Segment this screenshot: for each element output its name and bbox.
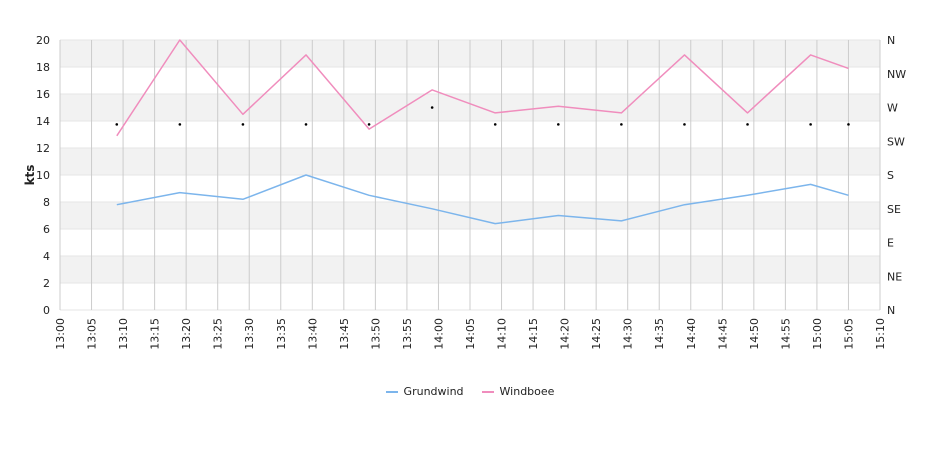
y-tick-label: 10 (36, 169, 50, 182)
y-axis-title: kts (23, 165, 37, 186)
direction-tick-label: NW (887, 68, 906, 81)
direction-point (304, 123, 308, 126)
y-tick-label: 12 (36, 142, 50, 155)
direction-tick-label: S (887, 169, 894, 182)
legend-item-grundwind[interactable]: Grundwind (385, 385, 464, 398)
legend-label-windboee: Windboee (499, 385, 555, 398)
x-tick-label: 13:50 (369, 318, 382, 350)
x-tick-label: 13:15 (149, 318, 162, 350)
direction-tick-label: W (887, 102, 898, 115)
legend-item-windboee[interactable]: Windboee (481, 385, 555, 398)
x-axis: 13:00 13:05 13:10 13:15 13:20 13:25 13:30 13:35… (54, 318, 887, 350)
x-tick-label: 14:30 (622, 318, 635, 350)
legend: Grundwind Windboee (0, 385, 940, 398)
y-axis-left: 0 2 4 6 8 10 12 14 16 18 20 (36, 34, 50, 317)
y-tick-label: 18 (36, 61, 50, 74)
direction-markers (115, 106, 850, 126)
x-tick-label: 14:15 (527, 318, 540, 350)
y-tick-label: 6 (43, 223, 50, 236)
y-tick-label: 2 (43, 277, 50, 290)
series-line-grundwind (116, 174, 849, 225)
legend-swatch-grundwind (385, 390, 398, 393)
direction-point (241, 123, 245, 126)
x-tick-label: 14:00 (432, 318, 445, 350)
direction-tick-label: E (887, 237, 894, 250)
direction-tick-label: SW (887, 135, 905, 148)
y-axis-right-direction: N NE E SE S SW W NW N (887, 34, 906, 317)
x-tick-label: 14:20 (559, 318, 572, 350)
direction-point (847, 123, 850, 126)
direction-point (746, 123, 749, 126)
direction-tick-label: SE (887, 203, 901, 216)
y-tick-label: 8 (43, 196, 50, 209)
x-tick-label: 14:50 (748, 318, 761, 350)
x-tick-label: 13:25 (212, 318, 225, 350)
direction-point (557, 123, 560, 126)
x-tick-label: 15:05 (842, 318, 855, 350)
x-tick-label: 13:20 (180, 318, 193, 350)
direction-tick-label: NE (887, 270, 902, 283)
x-tick-label: 15:00 (811, 318, 824, 350)
direction-point (683, 123, 686, 126)
y-tick-label: 20 (36, 34, 50, 47)
vertical-gridlines (59, 40, 881, 310)
direction-point (115, 123, 119, 126)
x-tick-label: 13:30 (243, 318, 256, 350)
direction-point (809, 123, 812, 126)
y-tick-label: 16 (36, 88, 50, 101)
y-tick-label: 0 (43, 304, 50, 317)
direction-point (430, 106, 434, 109)
x-tick-label: 14:40 (685, 318, 698, 350)
y-tick-label: 4 (43, 250, 50, 263)
series-lines (116, 39, 849, 225)
x-tick-label: 14:25 (590, 318, 603, 350)
direction-tick-label: N (887, 34, 895, 47)
x-tick-label: 15:10 (874, 318, 887, 350)
x-tick-label: 14:10 (496, 318, 509, 350)
y-tick-label: 14 (36, 115, 50, 128)
x-tick-label: 14:55 (779, 318, 792, 350)
legend-label-grundwind: Grundwind (403, 385, 464, 398)
x-tick-label: 13:35 (275, 318, 288, 350)
direction-tick-label: N (887, 304, 895, 317)
x-tick-label: 13:00 (54, 318, 67, 350)
series-line-windboee (116, 39, 849, 137)
x-tick-label: 14:05 (464, 318, 477, 350)
direction-point (620, 123, 623, 126)
x-tick-label: 13:10 (117, 318, 130, 350)
direction-point (367, 123, 371, 126)
x-tick-label: 14:35 (653, 318, 666, 350)
direction-point (178, 123, 182, 126)
legend-swatch-windboee (481, 390, 494, 393)
x-tick-label: 13:05 (86, 318, 99, 350)
x-tick-label: 13:40 (306, 318, 319, 350)
direction-point (493, 123, 497, 126)
x-tick-label: 13:45 (338, 318, 351, 350)
x-tick-label: 14:45 (716, 318, 729, 350)
x-tick-label: 13:55 (401, 318, 414, 350)
